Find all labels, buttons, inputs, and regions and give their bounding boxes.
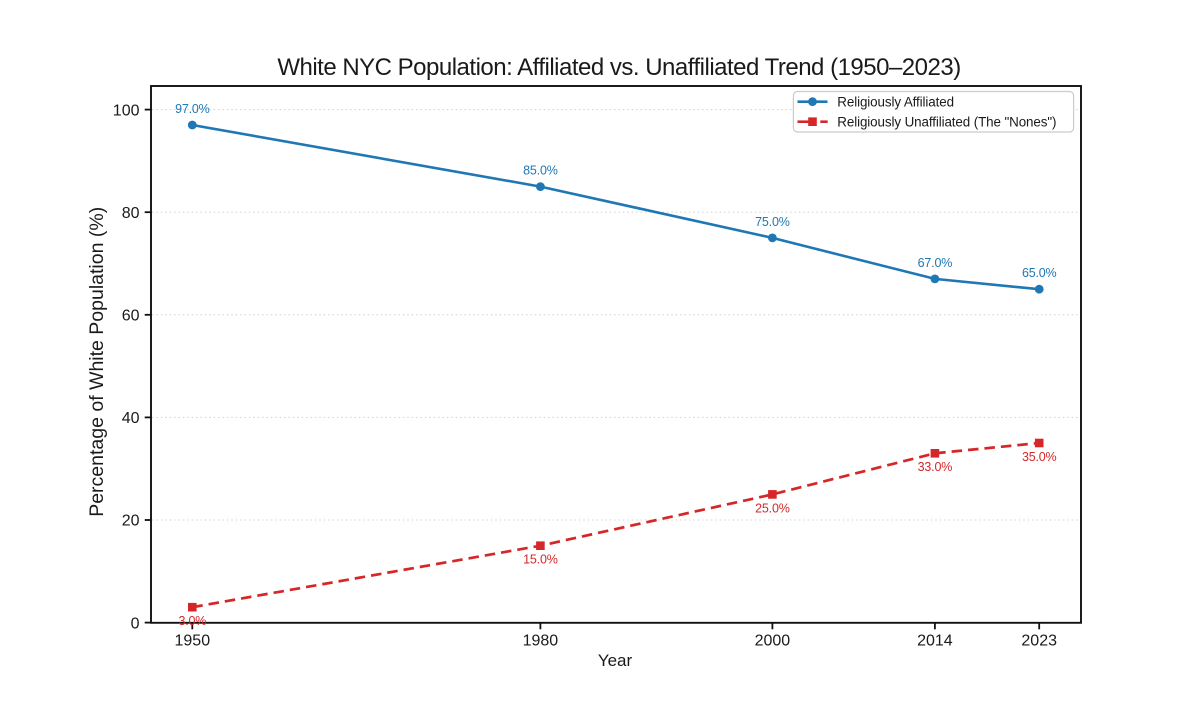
- svg-text:White NYC Population: Affiliat: White NYC Population: Affiliated vs. Una…: [277, 54, 960, 81]
- svg-text:20: 20: [122, 513, 140, 530]
- svg-text:65.0%: 65.0%: [1022, 266, 1057, 280]
- svg-text:75.0%: 75.0%: [755, 215, 790, 229]
- svg-text:1980: 1980: [523, 633, 559, 650]
- svg-text:97.0%: 97.0%: [175, 102, 210, 116]
- svg-text:Religiously Affiliated: Religiously Affiliated: [837, 94, 954, 109]
- svg-text:Percentage of White Population: Percentage of White Population (%): [86, 207, 108, 517]
- svg-text:35.0%: 35.0%: [1022, 450, 1057, 464]
- svg-text:2023: 2023: [1021, 633, 1057, 650]
- svg-text:Year: Year: [598, 651, 633, 670]
- svg-text:2014: 2014: [917, 633, 953, 650]
- svg-text:40: 40: [122, 410, 140, 427]
- svg-text:3.0%: 3.0%: [178, 614, 206, 628]
- svg-text:0: 0: [131, 615, 140, 632]
- svg-text:33.0%: 33.0%: [918, 460, 953, 474]
- svg-text:85.0%: 85.0%: [523, 164, 558, 178]
- svg-text:2000: 2000: [755, 633, 791, 650]
- svg-text:67.0%: 67.0%: [918, 256, 953, 270]
- svg-text:60: 60: [122, 308, 140, 325]
- svg-text:100: 100: [113, 102, 140, 119]
- svg-text:1950: 1950: [175, 633, 211, 650]
- svg-text:80: 80: [122, 205, 140, 222]
- svg-text:25.0%: 25.0%: [755, 501, 790, 515]
- svg-text:15.0%: 15.0%: [523, 553, 558, 567]
- svg-text:Religiously Unaffiliated (The: Religiously Unaffiliated (The "Nones"): [837, 114, 1056, 129]
